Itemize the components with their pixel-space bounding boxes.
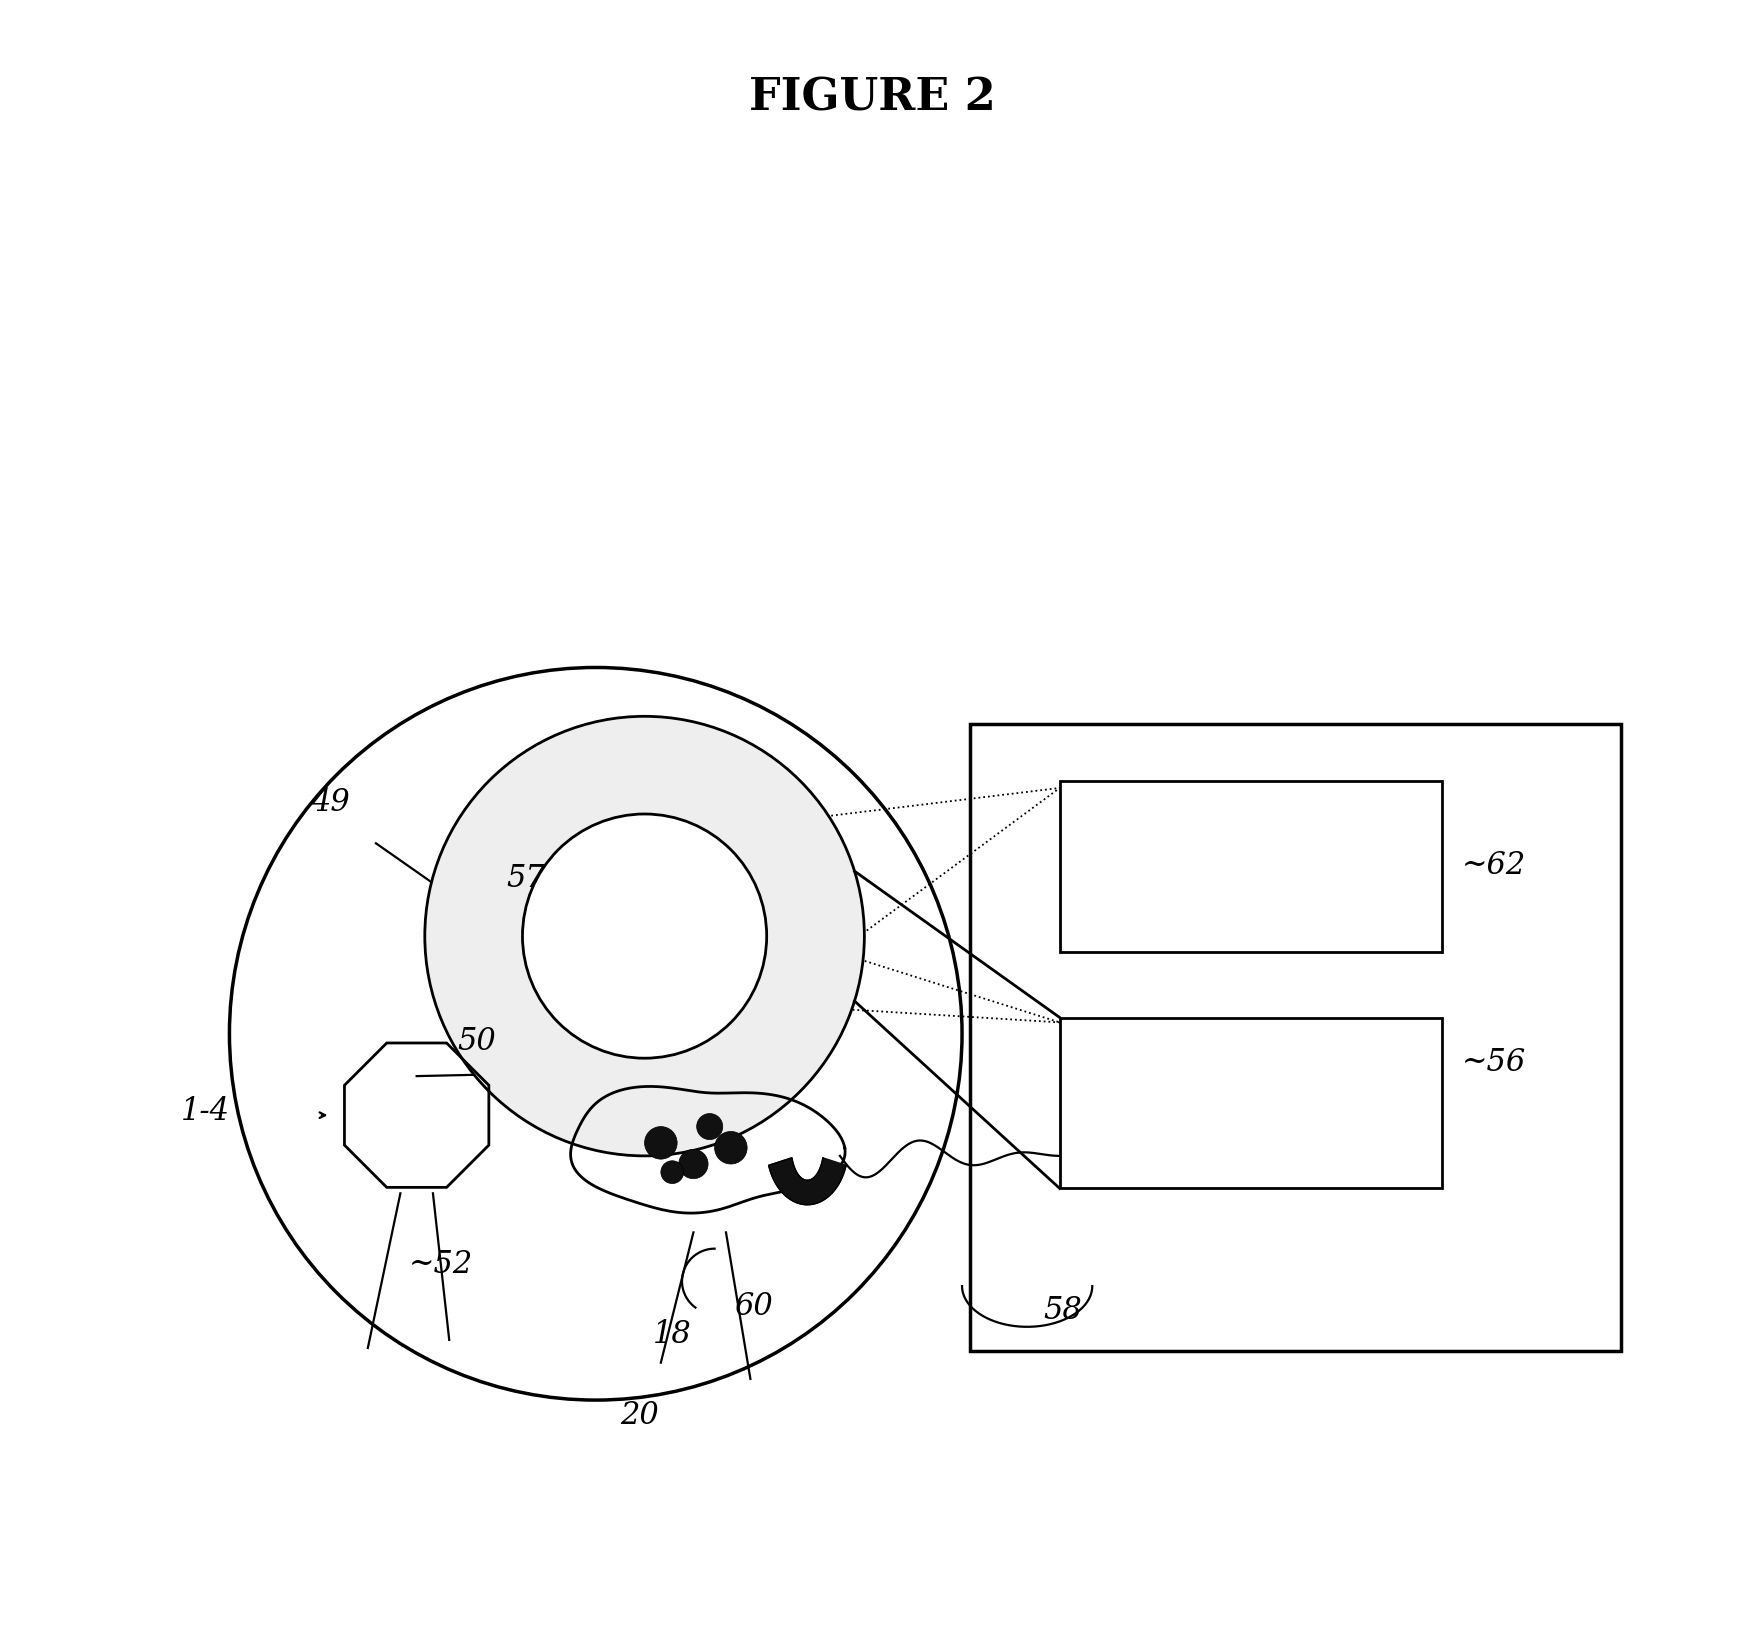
Circle shape bbox=[522, 814, 766, 1058]
Text: 18: 18 bbox=[653, 1319, 691, 1350]
Polygon shape bbox=[768, 1158, 846, 1205]
Bar bbox=[1059, 781, 1443, 952]
Text: ~52: ~52 bbox=[408, 1249, 473, 1280]
Text: 60: 60 bbox=[735, 1291, 773, 1322]
Circle shape bbox=[696, 1114, 722, 1140]
Text: 20: 20 bbox=[619, 1400, 660, 1431]
Text: 49: 49 bbox=[311, 786, 349, 817]
Text: ~62: ~62 bbox=[1462, 850, 1527, 881]
Bar bbox=[1059, 1018, 1443, 1188]
Circle shape bbox=[644, 1127, 677, 1159]
Circle shape bbox=[679, 1149, 708, 1179]
Text: 1-4: 1-4 bbox=[180, 1096, 230, 1127]
Text: 58: 58 bbox=[1044, 1294, 1082, 1325]
Text: 57: 57 bbox=[506, 863, 544, 894]
Circle shape bbox=[661, 1161, 684, 1184]
Circle shape bbox=[424, 716, 864, 1156]
Text: 50: 50 bbox=[457, 1026, 496, 1057]
Circle shape bbox=[715, 1131, 747, 1164]
Text: FIGURE 2: FIGURE 2 bbox=[749, 77, 996, 119]
Bar bbox=[970, 724, 1621, 1351]
Text: ~56: ~56 bbox=[1462, 1047, 1527, 1078]
